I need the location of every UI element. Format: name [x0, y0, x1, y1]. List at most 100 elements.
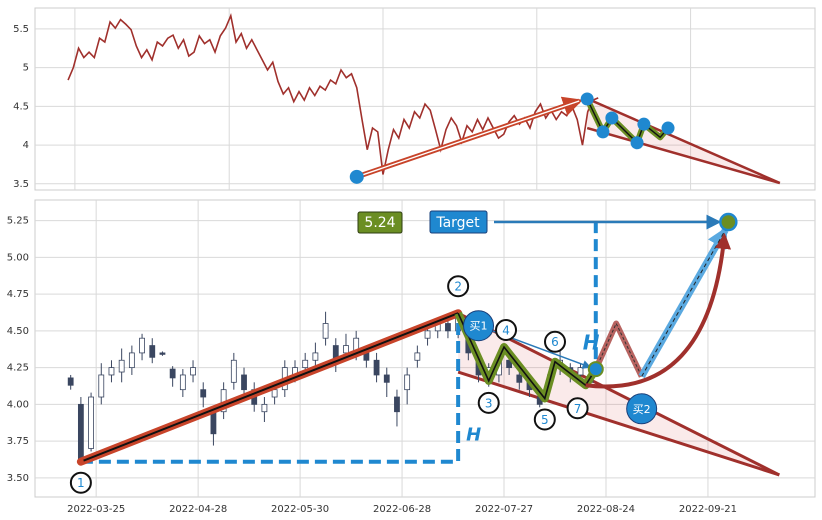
rise-line-inner	[80, 312, 459, 463]
candle-body	[424, 330, 431, 339]
x-tick-label: 2022-08-24	[577, 504, 635, 515]
height-label: H	[466, 425, 481, 446]
candle-body	[230, 359, 237, 383]
y-tick-label: 4.5	[13, 101, 29, 112]
candle-body	[98, 374, 105, 398]
top-panel	[34, 7, 816, 191]
pivot	[661, 121, 675, 135]
height-dash	[80, 313, 461, 464]
start-dot	[77, 458, 84, 465]
candle-body	[343, 345, 349, 354]
pivot	[605, 111, 619, 125]
y-tick-label: 4.00	[7, 399, 29, 410]
y-tick-label: 4	[23, 140, 29, 151]
candle-body	[67, 377, 74, 386]
rise-arrow-inner	[356, 100, 580, 178]
wedge-lower	[586, 126, 781, 185]
candle-body	[190, 367, 196, 376]
start-point	[349, 169, 364, 184]
pivot-label: 4	[502, 324, 510, 338]
x-tick-label: 2022-05-30	[271, 504, 329, 515]
candle-body	[302, 359, 309, 369]
buy-label: 买2	[633, 403, 651, 416]
x-tick-label: 2022-04-28	[169, 504, 227, 515]
pivot-label: 7	[574, 402, 582, 416]
candle-body	[394, 396, 400, 413]
breakout-point	[587, 361, 604, 378]
candle-body	[139, 337, 145, 354]
pivot-label: 3	[485, 396, 493, 410]
y-tick-label: 3.5	[13, 179, 29, 190]
candle-body	[506, 359, 513, 369]
pivot-marker	[566, 397, 589, 420]
candle-body	[516, 374, 523, 383]
candle-body	[383, 374, 390, 383]
y-tick-label: 4.75	[7, 289, 29, 300]
candle-body	[118, 359, 125, 373]
pivot	[580, 92, 594, 106]
candle-body	[210, 411, 217, 435]
x-tick-label: 2022-09-21	[679, 504, 737, 515]
candle-body	[128, 352, 135, 369]
price-line	[67, 13, 599, 175]
target-label: Target	[435, 215, 480, 231]
pivot-marker	[533, 408, 556, 431]
pivot	[637, 117, 651, 131]
candle-body	[577, 367, 584, 376]
pivot-label: 2	[454, 280, 462, 294]
candle-body	[149, 345, 156, 358]
pivot-marker	[495, 319, 518, 342]
pivot	[630, 136, 644, 150]
candle-body	[241, 374, 247, 391]
y-tick-label: 4.50	[7, 326, 29, 337]
candle-body	[445, 323, 451, 332]
x-tick-label: 2022-06-28	[373, 504, 431, 515]
pivot	[596, 125, 610, 139]
target-value: 5.24	[364, 215, 395, 231]
candle-body	[169, 368, 176, 379]
pivot-label: 5	[541, 413, 549, 427]
target-point	[719, 212, 738, 232]
candle-body	[200, 389, 207, 398]
candle-body	[312, 352, 319, 361]
pivot-label: 1	[77, 476, 85, 490]
bottom-panel	[34, 199, 816, 498]
candle-body	[322, 323, 329, 339]
candle-body	[414, 352, 421, 361]
pivot-label: 6	[551, 335, 559, 349]
curve-arrow	[585, 232, 732, 389]
projection-inner	[595, 322, 643, 377]
y-tick-label: 3.75	[7, 436, 29, 447]
candle-body	[404, 374, 411, 391]
value-box	[357, 211, 403, 234]
wedge-lower	[457, 370, 780, 477]
candle-body	[179, 374, 186, 391]
y-tick-label: 5.5	[13, 24, 29, 35]
candle-body	[159, 352, 166, 355]
target-projection-inner	[641, 229, 726, 377]
y-tick-label: 5.00	[7, 252, 29, 263]
wedge-upper	[586, 97, 781, 185]
height-label: H	[583, 331, 600, 355]
buy-label: 买1	[470, 320, 488, 333]
buy-marker	[463, 310, 495, 342]
pivot-marker	[544, 330, 566, 353]
y-tick-label: 5.25	[7, 216, 29, 227]
candle-body	[108, 367, 115, 376]
pivot-marker	[69, 471, 92, 494]
x-tick-label: 2022-03-25	[67, 504, 125, 515]
candle-body	[373, 359, 380, 376]
candle-body	[261, 403, 268, 413]
pivot-marker	[447, 275, 470, 298]
x-tick-label: 2022-07-27	[475, 504, 533, 515]
y-tick-label: 3.50	[7, 473, 29, 484]
candle-body	[271, 389, 278, 398]
target-box	[429, 210, 488, 234]
buy-marker	[626, 393, 658, 425]
y-tick-label: 4.25	[7, 363, 29, 374]
candle-body	[77, 403, 84, 461]
y-tick-label: 5	[23, 63, 29, 74]
pivot-marker	[477, 391, 500, 414]
wedge-upper	[457, 311, 780, 477]
